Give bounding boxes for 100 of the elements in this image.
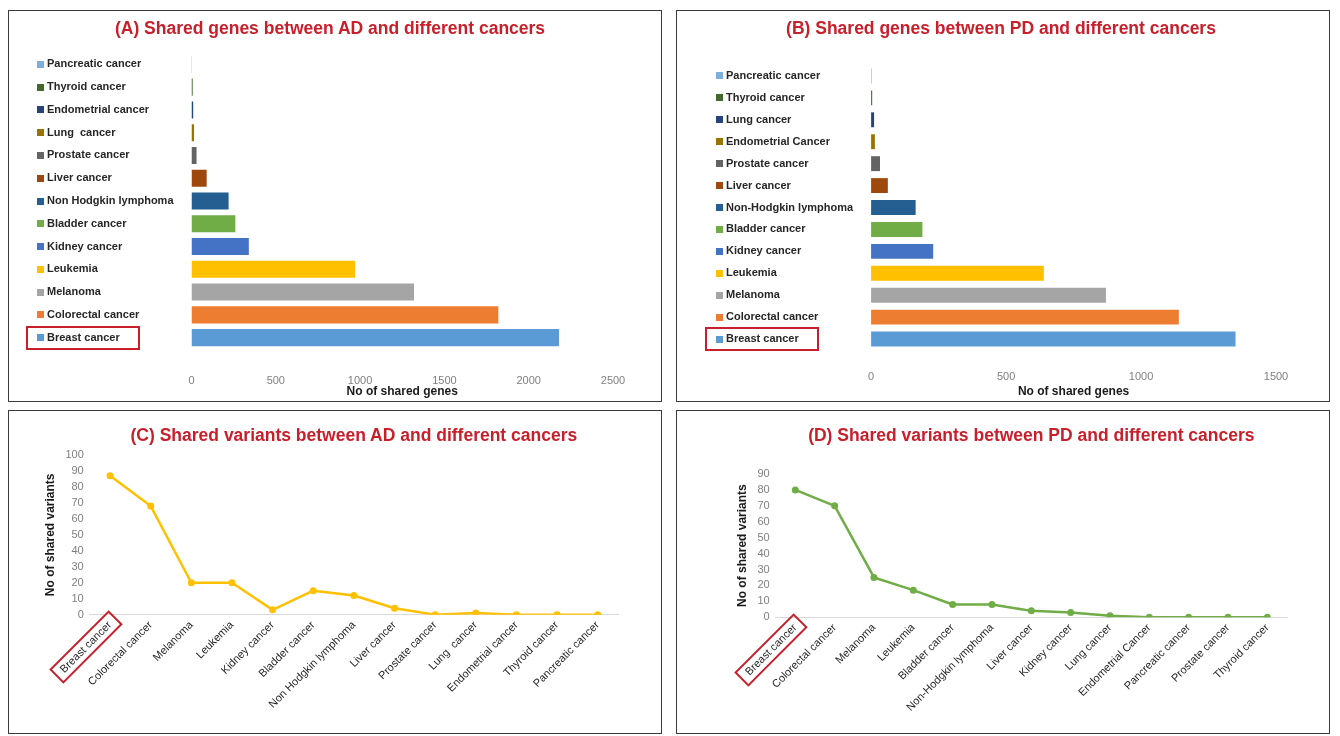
- point: [1027, 607, 1035, 615]
- x-axis-title: No of shared genes: [346, 384, 459, 399]
- x-tick-label: 0: [868, 369, 875, 382]
- point: [147, 502, 155, 510]
- y-tick-label: 50: [757, 530, 770, 543]
- point: [791, 486, 799, 494]
- y-tick-label: Kidney cancer: [726, 244, 802, 257]
- y-tick-label: Pancreatic cancer: [47, 57, 142, 70]
- bar: [871, 156, 881, 172]
- point: [870, 573, 878, 581]
- bar: [191, 238, 249, 256]
- x-tick-label: 1500: [1263, 369, 1289, 382]
- bar: [871, 287, 1106, 303]
- y-tick-label: 90: [757, 467, 770, 480]
- chart-title: (A) Shared genes between AD and different cancers: [114, 18, 546, 39]
- point: [988, 601, 996, 608]
- bar: [871, 200, 916, 215]
- point: [391, 604, 399, 612]
- y-tick-label: Leukemia: [47, 262, 99, 275]
- y-tick-label: Endometrial cancer: [47, 102, 150, 115]
- y-tick-label: 30: [757, 562, 770, 575]
- y-tick-label: 10: [71, 591, 84, 604]
- x-tick-label: 1500: [432, 373, 457, 386]
- y-tick-label: 100: [65, 448, 84, 461]
- y-tick-label: 70: [757, 498, 770, 511]
- y-tick-label: Bladder cancer: [726, 222, 807, 235]
- y-tick-label: Liver cancer: [726, 178, 792, 191]
- bar: [871, 134, 875, 150]
- point: [228, 579, 236, 587]
- bar: [871, 112, 875, 128]
- x-axis-title: No of shared genes: [1017, 384, 1130, 399]
- y-tick-label: 70: [71, 495, 84, 508]
- y-tick-label: Non Hodgkin lymphoma: [47, 194, 175, 207]
- bar: [871, 309, 1179, 325]
- y-tick-label: Melanoma: [726, 288, 781, 301]
- y-tick-label: Kidney cancer: [47, 239, 123, 252]
- y-tick-label: 40: [757, 546, 770, 559]
- y-tick-label: 30: [71, 559, 84, 572]
- chart-title: (C) Shared variants between AD and different cancers: [130, 425, 578, 446]
- bar: [871, 178, 888, 194]
- bar: [191, 192, 229, 210]
- bar: [191, 169, 207, 187]
- y-tick-label: Prostate cancer: [47, 148, 131, 161]
- bar: [191, 306, 499, 324]
- chart-title: (D) Shared variants between PD and different cancers: [808, 425, 1255, 446]
- bar: [871, 221, 923, 237]
- bar: [191, 260, 356, 278]
- x-tick-label: 0: [188, 373, 195, 386]
- y-tick-label: 40: [71, 543, 84, 556]
- point: [187, 579, 195, 587]
- y-tick-label: Lung cancer: [47, 125, 117, 138]
- y-tick-label: 80: [71, 479, 84, 492]
- bar: [191, 215, 236, 233]
- point: [309, 587, 317, 595]
- point: [831, 502, 839, 510]
- x-tick-label: 1000: [347, 373, 373, 386]
- y-tick-label: Leukemia: [726, 266, 778, 279]
- y-tick-label: 20: [757, 578, 770, 591]
- point: [350, 592, 358, 599]
- y-tick-label: 80: [757, 482, 770, 495]
- y-tick-label: Colorectal cancer: [47, 307, 141, 320]
- point: [472, 609, 480, 615]
- y-tick-label: Pancreatic cancer: [726, 68, 821, 81]
- point: [1106, 612, 1114, 618]
- y-tick-label: 0: [77, 607, 84, 620]
- y-tick-label: Melanoma: [47, 285, 102, 298]
- x-tick-label: 2000: [516, 373, 541, 386]
- y-tick-label: 90: [71, 464, 84, 476]
- bar: [191, 283, 415, 301]
- y-tick-label: 60: [757, 514, 770, 527]
- y-tick-label: Breast cancer: [726, 332, 800, 345]
- point: [909, 586, 917, 594]
- y-tick-label: Colorectal cancer: [726, 310, 820, 323]
- point: [106, 472, 114, 480]
- y-axis-title: No of shared variants: [42, 473, 57, 597]
- x-tick-label: 500: [266, 373, 285, 386]
- y-tick-label: 50: [71, 527, 84, 540]
- chart-title: (B) Shared genes between PD and different cancers: [786, 18, 1217, 39]
- point: [269, 606, 277, 614]
- y-axis-title: No of shared variants: [734, 483, 749, 607]
- bar: [871, 243, 934, 259]
- x-tick-label: 1000: [1128, 369, 1154, 382]
- bar: [191, 146, 197, 164]
- y-tick-label: Prostate cancer: [726, 156, 810, 169]
- y-tick-label: Breast cancer: [47, 330, 121, 343]
- y-tick-label: Lung cancer: [726, 112, 793, 125]
- y-tick-label: Endometrial Cancer: [726, 134, 831, 147]
- x-tick-label: 2500: [600, 373, 626, 386]
- y-tick-label: Non-Hodgkin lymphoma: [726, 200, 854, 213]
- y-tick-label: Thyroid cancer: [726, 90, 806, 103]
- y-tick-label: Bladder cancer: [47, 216, 128, 229]
- bar: [191, 329, 560, 347]
- x-tick-label: 500: [996, 369, 1016, 382]
- bar: [871, 265, 1044, 281]
- bar: [871, 331, 1236, 347]
- point: [949, 601, 957, 608]
- y-tick-label: 60: [71, 511, 84, 524]
- y-tick-label: 10: [757, 594, 770, 607]
- y-tick-label: 20: [71, 575, 84, 588]
- y-tick-label: Thyroid cancer: [47, 80, 127, 93]
